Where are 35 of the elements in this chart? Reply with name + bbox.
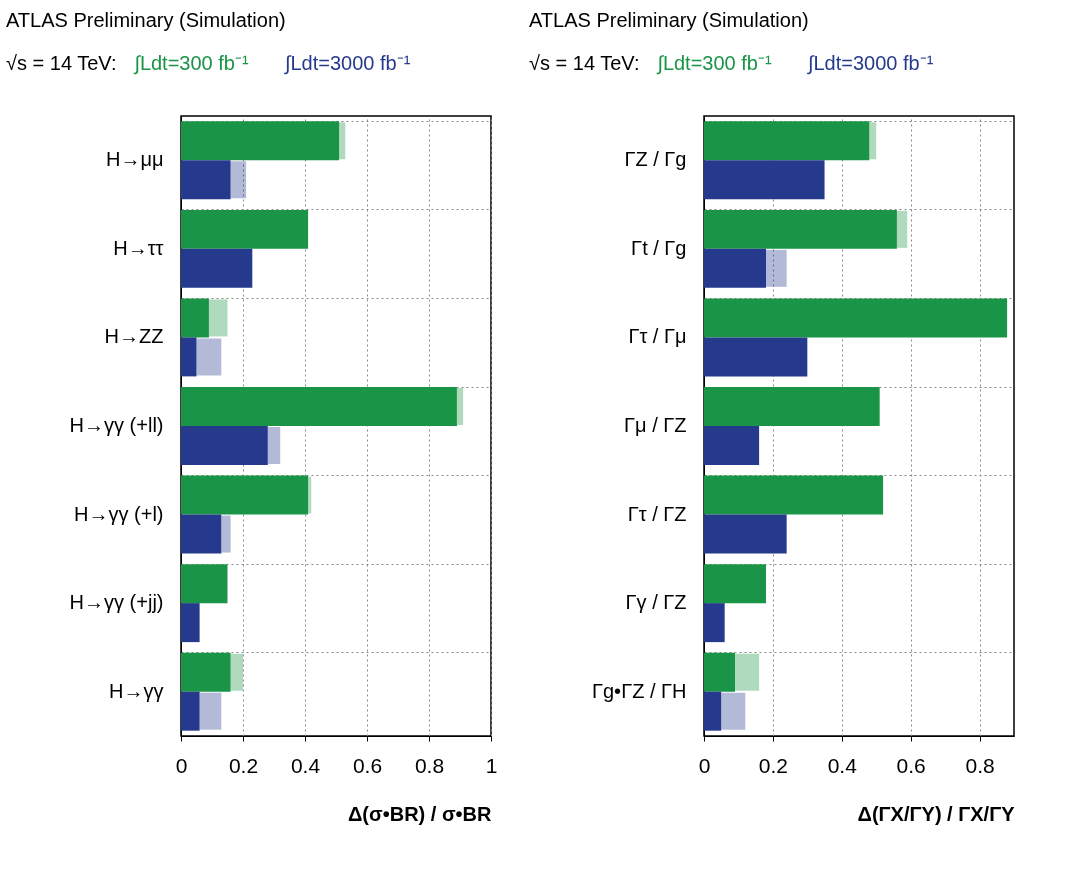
y-tick-label: H→γγ xyxy=(109,679,164,702)
x-tick-label: 0.2 xyxy=(758,753,788,777)
y-tick-label: H→γγ (+ll) xyxy=(69,414,164,436)
x-axis-title: Δ(σ•BR) / σ•BR xyxy=(347,802,493,825)
x-tick-label: 0.2 xyxy=(228,753,259,777)
chart-title: ATLAS Preliminary (Simulation) xyxy=(529,9,809,31)
y-tick-label: Γγ / ΓZ xyxy=(625,591,687,614)
y-tick-label: H→ττ xyxy=(113,236,164,259)
x-tick-label: 0.6 xyxy=(352,753,383,777)
y-tick-label: Γg•ΓZ / ΓH xyxy=(591,679,687,702)
y-tick-label: Γt / Γg xyxy=(631,236,687,259)
chart-subtitle: √s = 14 TeV: xyxy=(529,52,640,74)
y-tick-label: H→γγ (+jj) xyxy=(69,591,164,614)
y-tick-label: Γτ / ΓZ xyxy=(627,502,687,525)
y-tick-label: H→μμ xyxy=(106,148,164,171)
x-tick-label: 0.8 xyxy=(965,753,995,777)
y-tick-label: H→ZZ xyxy=(104,325,164,348)
text: ∫Ldt=300 fb⁻¹ xyxy=(656,52,772,75)
x-tick-label: 0.4 xyxy=(290,753,321,777)
chart-title: ATLAS Preliminary (Simulation) xyxy=(6,9,286,31)
text: ∫Ldt=3000 fb⁻¹ xyxy=(284,52,411,75)
x-axis-title: Δ(ΓX/ΓY) / ΓX/ΓY xyxy=(857,802,1016,825)
text: ∫Ldt=3000 fb⁻¹ xyxy=(807,52,934,75)
x-tick-label: 0.6 xyxy=(896,753,926,777)
x-tick-label: 0.8 xyxy=(414,753,445,777)
x-tick-label: 1 xyxy=(485,753,498,777)
y-tick-label: ΓZ / Γg xyxy=(624,148,687,171)
x-tick-label: 0 xyxy=(698,753,711,777)
x-tick-label: 0.4 xyxy=(827,753,858,777)
y-tick-label: Γμ / ΓZ xyxy=(624,414,687,436)
y-tick-label: Γτ / Γμ xyxy=(628,325,687,348)
chart-subtitle: √s = 14 TeV: xyxy=(6,52,117,74)
y-tick-label: H→γγ (+l) xyxy=(74,502,164,525)
x-tick-label: 0 xyxy=(175,753,188,777)
text: ∫Ldt=300 fb⁻¹ xyxy=(133,52,249,75)
